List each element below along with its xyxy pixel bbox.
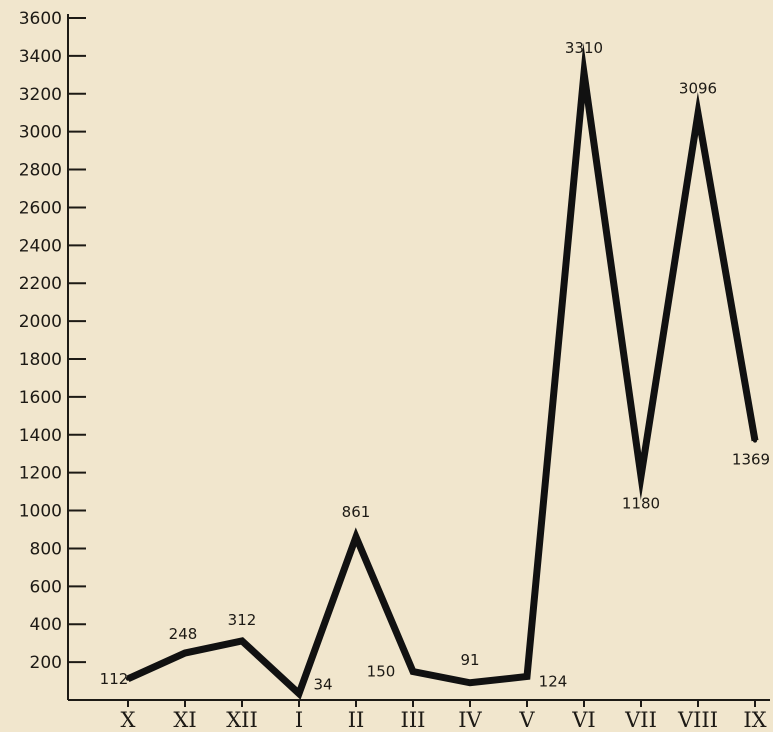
y-tick-label-400: 400: [30, 615, 62, 635]
y-tick-label-2800: 2800: [19, 161, 62, 181]
data-point-VII: [639, 474, 643, 479]
y-tick-label-1200: 1200: [19, 464, 62, 484]
y-tick-label-600: 600: [30, 577, 62, 597]
data-point-II: [354, 534, 358, 539]
x-tick-label-VI: VI: [571, 708, 595, 732]
y-tick-label-1000: 1000: [19, 502, 62, 522]
x-tick-label-III: III: [401, 708, 426, 732]
data-point-IX: [753, 438, 757, 443]
y-tick-label-2000: 2000: [19, 312, 62, 332]
data-label-XI: 248: [169, 625, 198, 643]
y-tick-label-2400: 2400: [19, 236, 62, 256]
x-tick-label-X: X: [121, 708, 136, 732]
y-tick-label-3000: 3000: [19, 123, 62, 143]
data-label-V: 124: [539, 673, 568, 691]
x-tick-label-VII: VII: [624, 708, 657, 732]
x-tick-label-II: II: [348, 708, 365, 732]
data-point-I: [297, 691, 301, 696]
x-tick-label-VIII: VIII: [677, 708, 718, 732]
data-point-III: [411, 669, 415, 674]
y-tick-label-2600: 2600: [19, 198, 62, 218]
y-tick-label-3600: 3600: [19, 9, 62, 29]
y-tick-label-1600: 1600: [19, 388, 62, 408]
x-tick-label-XI: XI: [173, 708, 196, 732]
data-label-X: 112: [100, 670, 129, 688]
y-tick-label-1400: 1400: [19, 426, 62, 446]
data-point-XI: [183, 651, 187, 656]
data-label-I: 34: [313, 676, 332, 694]
x-tick-label-IV: IV: [458, 708, 482, 732]
y-tick-label-3200: 3200: [19, 85, 62, 105]
y-tick-label-3400: 3400: [19, 47, 62, 67]
data-point-XII: [240, 638, 244, 643]
data-label-IV: 91: [460, 651, 479, 669]
series-line: [126, 43, 759, 700]
data-point-IV: [468, 680, 472, 685]
data-label-IX: 1369: [732, 451, 770, 469]
data-label-III: 150: [367, 663, 396, 681]
data-point-V: [525, 674, 529, 679]
y-tick-label-2200: 2200: [19, 274, 62, 294]
x-tick-label-V: V: [518, 708, 535, 732]
x-tick-label-I: I: [295, 708, 303, 732]
data-point-VIII: [696, 111, 700, 116]
data-label-XII: 312: [228, 611, 257, 629]
data-point-X: [126, 676, 130, 681]
data-label-VI: 3310: [565, 39, 603, 57]
x-tick-label-XII: XII: [226, 708, 258, 732]
y-tick-label-200: 200: [30, 653, 62, 673]
data-point-VI: [582, 70, 586, 75]
y-tick-label-800: 800: [30, 539, 62, 559]
y-tick-label-1800: 1800: [19, 350, 62, 370]
data-label-VII: 1180: [622, 494, 660, 512]
x-tick-label-IX: IX: [743, 708, 766, 732]
data-label-VIII: 3096: [679, 79, 717, 97]
data-label-II: 861: [342, 503, 371, 521]
